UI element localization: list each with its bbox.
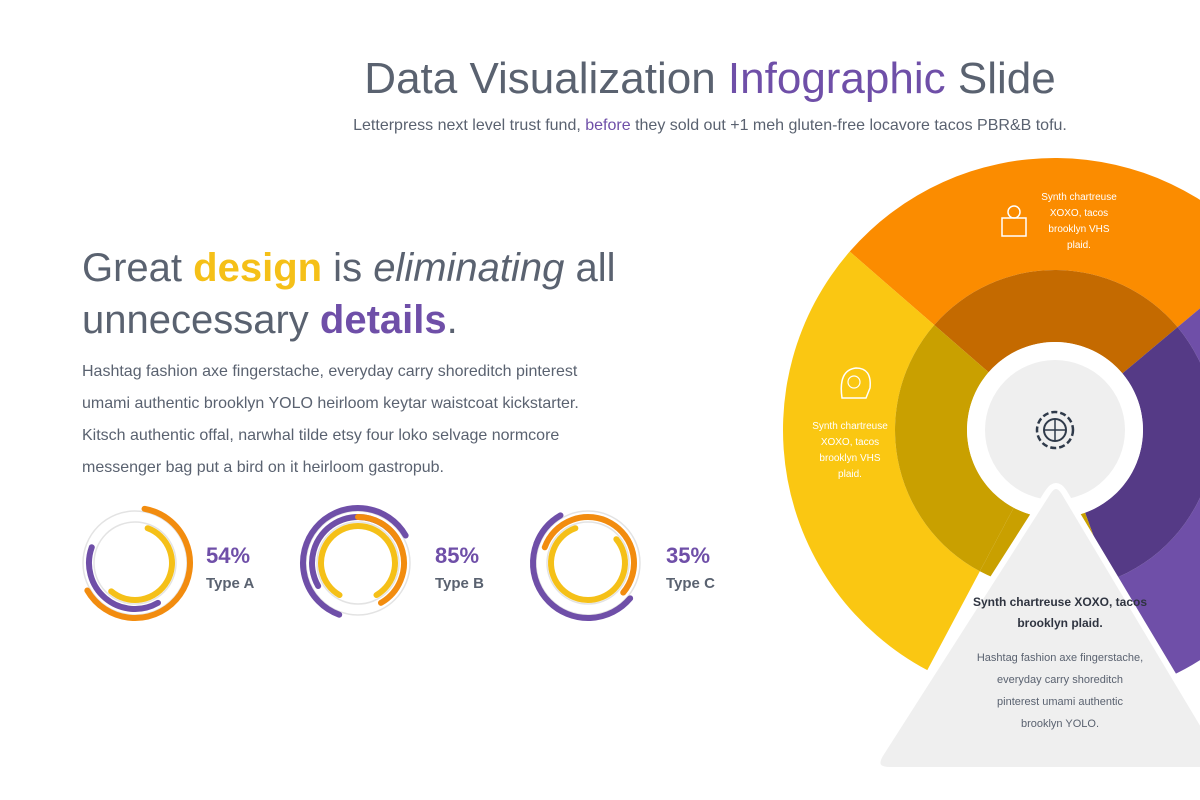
ring-arc <box>355 514 407 606</box>
headline-highlight: details <box>319 298 447 342</box>
card-body-line: brooklyn YOLO. <box>1020 718 1100 730</box>
headline-italic: eliminating <box>373 246 565 290</box>
wheel-line: brooklyn VHS <box>1048 224 1110 235</box>
stat-value: 35% <box>666 543 711 568</box>
stat: 54% Type A <box>206 543 254 592</box>
orange-sector <box>849 158 1200 328</box>
orange-text: Synth chartreuse XOXO, tacos brooklyn VH… <box>1019 190 1139 254</box>
yellow-sector <box>783 251 980 671</box>
ring-track <box>546 521 630 605</box>
subtitle-part: Letterpress next level trust fund, <box>353 117 586 134</box>
ring-track <box>82 510 188 616</box>
orange-inner <box>934 269 1178 374</box>
headline: Great design is eliminating all unnecessa… <box>82 242 616 346</box>
yellow-text: Synth chartreuse XOXO, tacos brooklyn VH… <box>790 419 910 483</box>
ring-arc <box>541 514 637 596</box>
yellow-inner <box>894 325 1014 572</box>
ring-track <box>316 521 400 605</box>
wheel-line: XOXO, tacos <box>820 437 880 448</box>
ring-track <box>535 510 641 616</box>
ring-track <box>93 521 177 605</box>
ring-arc <box>300 505 409 618</box>
stat-label: Type C <box>666 575 715 592</box>
wheel-line: XOXO, tacos <box>1049 208 1109 219</box>
wheel-line: brooklyn VHS <box>819 453 881 464</box>
wheel-line: Synth chartreuse <box>812 421 888 432</box>
paragraph: Hashtag fashion axe fingerstache, everyd… <box>82 356 579 484</box>
headline-part: unnecessary <box>82 298 320 342</box>
stat: 35% Type C <box>666 543 715 592</box>
maze-icon <box>847 375 861 389</box>
card-body-line: everyday carry shoreditch <box>997 674 1123 686</box>
wheel-line: plaid. <box>838 469 862 480</box>
subtitle-part: they sold out +1 meh gluten-free locavor… <box>630 117 1067 134</box>
paragraph-line: messenger bag put a bird on it heirloom … <box>82 459 444 476</box>
title: Data Visualization Infographic Slide <box>260 54 1160 104</box>
ring-arc <box>84 505 193 621</box>
ring-arc <box>318 523 398 599</box>
stat-label: Type A <box>206 575 255 592</box>
card-title: Synth chartreuse XOXO, tacos brooklyn pl… <box>940 592 1180 634</box>
ring-arc <box>548 525 628 603</box>
stat-value: 54% <box>206 543 251 568</box>
gear-icon <box>1035 410 1075 450</box>
stat-value: 85% <box>435 543 480 568</box>
headline-part: all <box>564 246 616 290</box>
head-icon <box>840 367 871 399</box>
headline-part: is <box>322 246 374 290</box>
stat-label: Type B <box>435 575 484 592</box>
card-title-line: Synth chartreuse XOXO, tacos <box>972 595 1148 609</box>
headline-part: Great <box>82 246 194 290</box>
subtitle: Letterpress next level trust fund, befor… <box>260 117 1160 135</box>
headline-highlight: design <box>193 246 323 290</box>
ring-arc <box>533 512 564 548</box>
card <box>874 483 1200 773</box>
ring-track <box>305 510 411 616</box>
title-highlight: Infographic <box>727 54 946 103</box>
paragraph-line: Hashtag fashion axe fingerstache, everyd… <box>82 363 578 380</box>
wheel-line: Synth chartreuse <box>1041 192 1117 203</box>
title-part: Data Visualization <box>364 54 728 103</box>
ring-arc <box>108 525 175 603</box>
wheel-line: plaid. <box>1067 240 1091 251</box>
purple-sector <box>1109 308 1200 686</box>
ring-arc <box>86 544 161 612</box>
card-body-line: pinterest umami authentic <box>997 696 1123 708</box>
paragraph-line: Kitsch authentic offal, narwhal tilde et… <box>82 427 560 444</box>
card-body: Hashtag fashion axe fingerstache, everyd… <box>940 647 1180 735</box>
title-part: Slide <box>945 54 1056 103</box>
purple-inner <box>1085 327 1200 581</box>
subtitle-highlight: before <box>585 117 631 134</box>
bulb-icon <box>1007 205 1021 219</box>
card-body-line: Hashtag fashion axe fingerstache, <box>976 652 1144 664</box>
globe-lines <box>1044 419 1066 441</box>
stat: 85% Type B <box>435 543 484 592</box>
headline-part: . <box>446 298 458 342</box>
card-title-line: brooklyn plaid. <box>1017 616 1103 630</box>
paragraph-line: umami authentic brooklyn YOLO heirloom k… <box>82 395 579 412</box>
